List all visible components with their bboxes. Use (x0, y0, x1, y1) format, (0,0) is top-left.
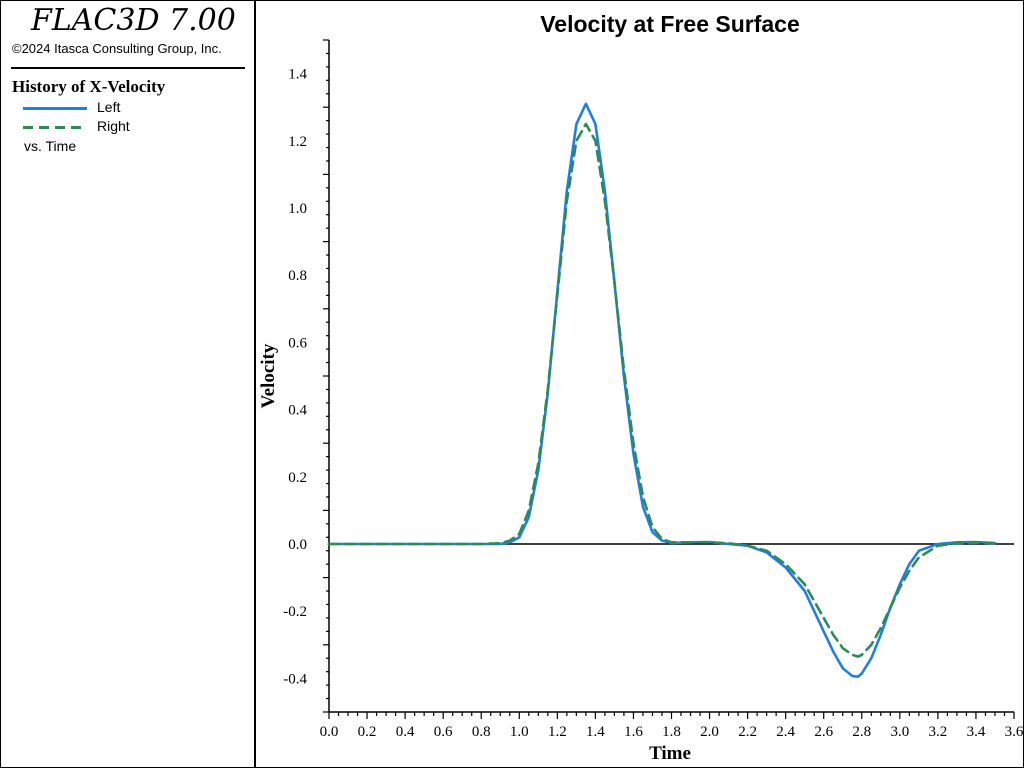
x-tick-label: 0.2 (358, 724, 377, 740)
x-tick-label: 3.0 (890, 724, 909, 740)
x-tick-label: 3.2 (929, 724, 948, 740)
legend-divider (11, 67, 245, 69)
series-line-right (327, 122, 997, 658)
chart-axes (328, 40, 1014, 713)
x-tick-label: 1.4 (586, 724, 605, 740)
y-tick-label: 1.0 (288, 201, 307, 217)
x-tick-label: 0.4 (396, 724, 415, 740)
y-tick-label: -0.4 (283, 671, 307, 687)
x-tick-label: 2.4 (776, 724, 795, 740)
y-tick-label: 0.6 (288, 335, 307, 351)
legend-swatch-left (23, 107, 87, 110)
x-tick-label: 2.8 (852, 724, 871, 740)
x-tick-label: 0.6 (434, 724, 453, 740)
x-tick-label: 2.0 (700, 724, 719, 740)
x-tick-label: 1.6 (624, 724, 643, 740)
x-tick-label: 2.2 (738, 724, 757, 740)
y-tick-label: 0.8 (288, 268, 307, 284)
chart-title: Velocity at Free Surface (540, 11, 800, 37)
copyright-text: ©2024 Itasca Consulting Group, Inc. (12, 41, 222, 56)
x-tick-label: 1.8 (662, 724, 681, 740)
x-tick-label: 0.0 (320, 724, 339, 740)
y-tick-label: 1.4 (288, 67, 307, 83)
y-tick-label: -0.2 (283, 604, 307, 620)
x-tick-label: 1.2 (548, 724, 567, 740)
x-tick-label: 3.4 (967, 724, 986, 740)
y-tick-label: 0.4 (288, 403, 307, 419)
x-tick-label: 2.6 (814, 724, 833, 740)
y-tick-label: 0.2 (288, 470, 307, 486)
x-axis-title: Time (649, 743, 691, 764)
legend-footer: vs. Time (24, 138, 77, 154)
y-tick-label: 1.2 (288, 134, 307, 150)
legend-label-right: Right (97, 118, 130, 134)
legend-heading: History of X-Velocity (12, 77, 166, 96)
x-tick-label: 3.6 (1005, 724, 1024, 740)
y-axis-title: Velocity (258, 343, 279, 408)
legend-panel: FLAC3D 7.00 ©2024 Itasca Consulting Grou… (1, 1, 256, 767)
series-line-left (327, 102, 997, 678)
chart-series (327, 102, 997, 678)
legend-swatch-right (23, 126, 87, 129)
legend-label-left: Left (97, 99, 121, 115)
y-tick-label: 0.0 (288, 537, 307, 553)
x-tick-label: 1.0 (510, 724, 529, 740)
x-tick-label: 0.8 (472, 724, 491, 740)
chart-ticks: -0.4 -0.2 0.0 0.2 0.4 0.6 0.8 1.0 1.2 1.4 0.0 0.2 0.… (283, 39, 1024, 740)
app-title: FLAC3D 7.00 (31, 3, 236, 38)
